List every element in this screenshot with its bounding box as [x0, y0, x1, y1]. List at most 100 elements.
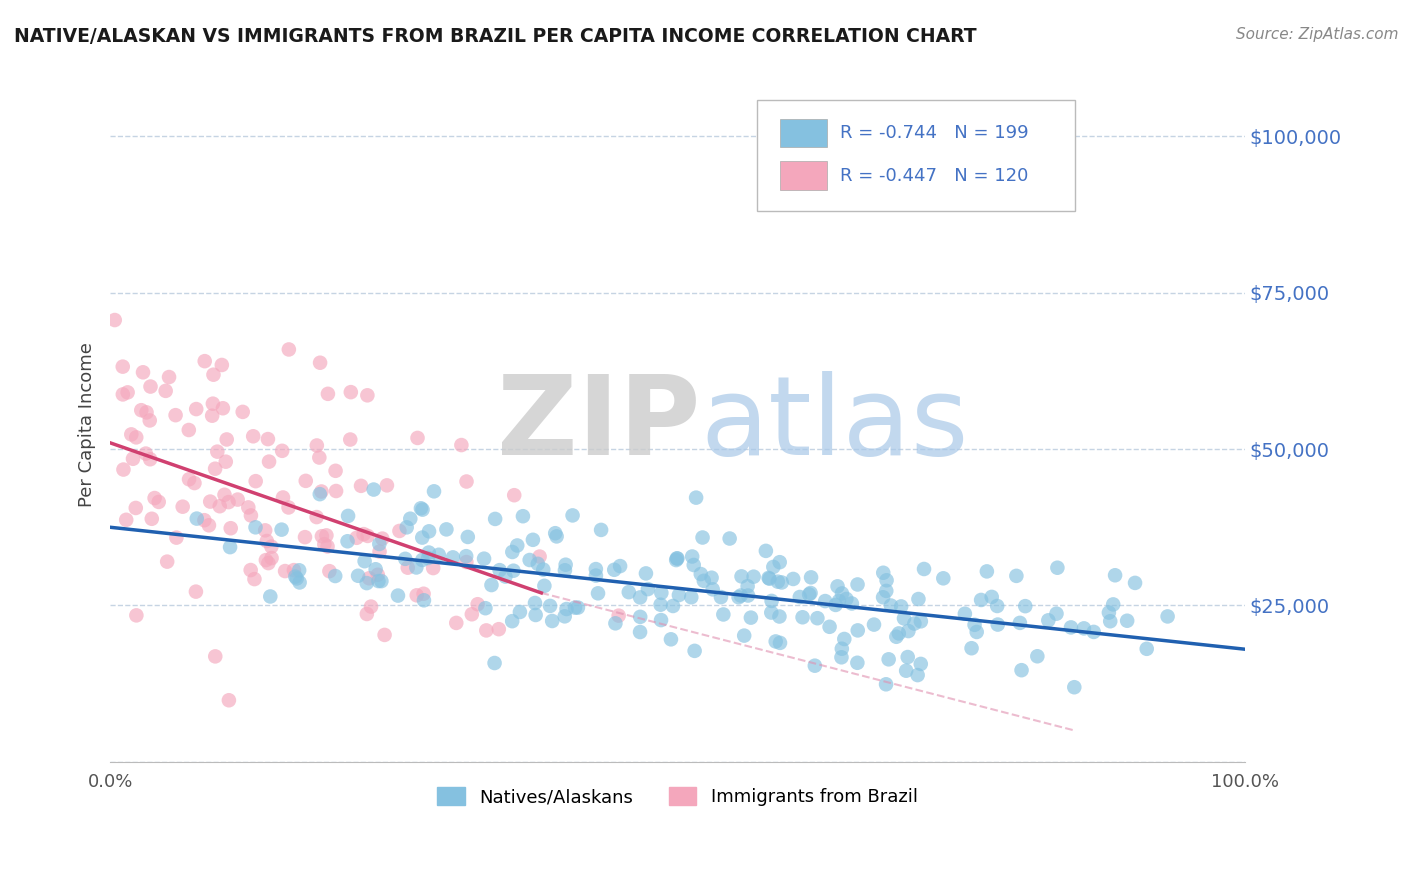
- Point: [806, 611, 828, 625]
- Point: [315, 528, 337, 542]
- Point: [789, 590, 811, 604]
- Point: [628, 610, 651, 624]
- Point: [325, 483, 347, 498]
- Point: [887, 626, 910, 640]
- Point: [141, 512, 163, 526]
- Point: [375, 478, 398, 492]
- Point: [356, 576, 378, 591]
- Point: [232, 405, 254, 419]
- Point: [766, 574, 789, 589]
- Point: [963, 617, 986, 632]
- Point: [368, 544, 391, 558]
- Point: [546, 529, 568, 543]
- Point: [488, 622, 510, 636]
- Point: [953, 607, 976, 621]
- Point: [682, 558, 704, 572]
- Point: [634, 566, 657, 581]
- Point: [143, 491, 166, 505]
- Point: [894, 664, 917, 678]
- Point: [360, 599, 382, 614]
- Point: [529, 549, 551, 564]
- Point: [830, 650, 852, 665]
- Point: [314, 537, 336, 551]
- Point: [474, 601, 496, 615]
- Point: [436, 522, 458, 536]
- Point: [337, 508, 360, 523]
- Point: [374, 628, 396, 642]
- Point: [897, 624, 920, 638]
- Point: [561, 508, 583, 523]
- Point: [148, 495, 170, 509]
- Point: [512, 509, 534, 524]
- Point: [907, 592, 929, 607]
- Point: [1026, 649, 1049, 664]
- Point: [412, 587, 434, 601]
- Point: [259, 590, 281, 604]
- Point: [1060, 620, 1083, 634]
- Point: [585, 568, 607, 582]
- Point: [659, 632, 682, 647]
- Point: [554, 563, 576, 577]
- Point: [201, 397, 224, 411]
- Point: [316, 387, 339, 401]
- Point: [340, 385, 363, 400]
- Point: [277, 500, 299, 515]
- Point: [693, 574, 716, 588]
- Point: [204, 649, 226, 664]
- Legend: Natives/Alaskans, Immigrants from Brazil: Natives/Alaskans, Immigrants from Brazil: [430, 780, 925, 814]
- Point: [662, 599, 685, 613]
- Point: [567, 600, 589, 615]
- Point: [412, 502, 434, 516]
- Text: Source: ZipAtlas.com: Source: ZipAtlas.com: [1236, 27, 1399, 42]
- Text: ZIP: ZIP: [496, 370, 700, 477]
- Point: [718, 532, 741, 546]
- Point: [683, 644, 706, 658]
- Point: [399, 512, 422, 526]
- Point: [125, 608, 148, 623]
- Point: [115, 513, 138, 527]
- Point: [886, 630, 908, 644]
- Point: [980, 590, 1002, 604]
- Point: [1104, 568, 1126, 582]
- Point: [117, 385, 139, 400]
- Point: [316, 540, 339, 554]
- Point: [607, 608, 630, 623]
- Point: [832, 632, 855, 646]
- Point: [215, 433, 238, 447]
- Point: [770, 575, 793, 590]
- Point: [359, 571, 381, 585]
- Point: [139, 452, 162, 467]
- Point: [689, 567, 711, 582]
- Point: [155, 384, 177, 398]
- Point: [519, 553, 541, 567]
- Point: [841, 597, 863, 611]
- Point: [284, 569, 307, 583]
- Point: [890, 599, 912, 614]
- Point: [243, 572, 266, 586]
- Point: [1011, 663, 1033, 677]
- Point: [800, 570, 823, 584]
- Point: [524, 596, 547, 610]
- Point: [814, 594, 837, 608]
- Point: [396, 560, 419, 574]
- Point: [835, 592, 858, 607]
- Point: [1045, 607, 1067, 621]
- Point: [211, 358, 233, 372]
- Point: [202, 368, 225, 382]
- Point: [347, 568, 370, 582]
- Point: [484, 656, 506, 670]
- Point: [406, 431, 429, 445]
- Point: [541, 614, 564, 628]
- Point: [976, 565, 998, 579]
- Point: [585, 562, 607, 576]
- Point: [824, 598, 846, 612]
- Point: [650, 598, 672, 612]
- Point: [254, 524, 277, 538]
- Point: [827, 579, 849, 593]
- Point: [238, 500, 260, 515]
- Point: [156, 555, 179, 569]
- Point: [112, 462, 135, 476]
- Point: [207, 444, 229, 458]
- Point: [875, 677, 897, 691]
- Point: [219, 521, 242, 535]
